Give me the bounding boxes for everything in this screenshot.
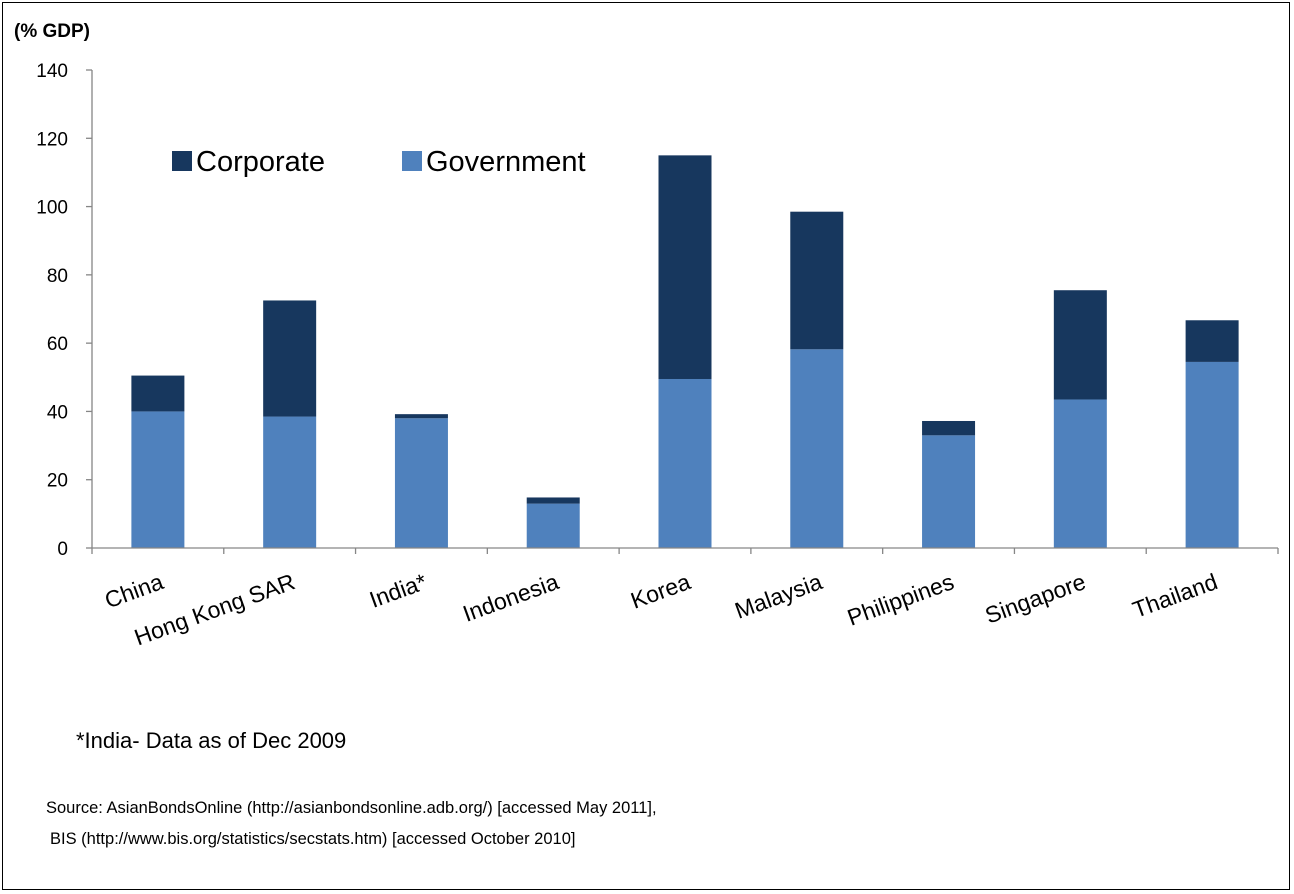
y-tick-label: 100 bbox=[36, 198, 68, 219]
legend-swatch bbox=[172, 151, 192, 171]
bar-corporate bbox=[790, 211, 844, 350]
x-category-label: Malaysia bbox=[731, 568, 825, 624]
y-tick-label: 0 bbox=[57, 539, 68, 560]
y-unit-label: (% GDP) bbox=[14, 21, 90, 42]
legend-swatch bbox=[402, 151, 422, 171]
source-line-1: Source: AsianBondsOnline (http://asianbo… bbox=[46, 799, 657, 817]
y-tick-label: 80 bbox=[47, 266, 68, 287]
bar-government bbox=[790, 349, 844, 548]
source-line-2: BIS (http://www.bis.org/statistics/secst… bbox=[50, 830, 576, 848]
bar-corporate bbox=[526, 497, 580, 504]
bar-corporate bbox=[922, 420, 976, 436]
y-tick-label: 120 bbox=[36, 129, 68, 150]
bar-corporate bbox=[1053, 290, 1107, 400]
bar-government bbox=[131, 411, 185, 548]
bar-government bbox=[922, 435, 976, 548]
x-category-label: Thailand bbox=[1129, 568, 1221, 623]
x-category-label: Indonesia bbox=[459, 568, 562, 627]
legend: Corporate Government bbox=[172, 146, 586, 178]
legend-label: Government bbox=[426, 146, 586, 178]
bar-government bbox=[1185, 361, 1239, 548]
y-tick-label: 40 bbox=[47, 402, 68, 423]
y-tick-label: 20 bbox=[47, 471, 68, 492]
legend-label: Corporate bbox=[196, 146, 325, 178]
footnote: *India- Data as of Dec 2009 bbox=[76, 728, 347, 753]
bar-corporate bbox=[131, 375, 185, 412]
bar-corporate bbox=[1185, 320, 1239, 362]
bar-corporate bbox=[394, 414, 448, 419]
x-category-label: Korea bbox=[627, 568, 694, 613]
x-category-label: Philippines bbox=[844, 568, 957, 630]
x-category-label: Singapore bbox=[982, 568, 1089, 628]
bars bbox=[131, 155, 1239, 548]
bar-government bbox=[263, 416, 317, 548]
y-tick-label: 60 bbox=[47, 334, 68, 355]
x-category-label: China bbox=[101, 568, 167, 613]
bar-corporate bbox=[263, 300, 317, 417]
bar-government bbox=[1053, 399, 1107, 548]
bar-government bbox=[526, 503, 580, 548]
bar-government bbox=[658, 378, 712, 548]
bar-government bbox=[394, 418, 448, 548]
y-tick-label: 140 bbox=[36, 61, 68, 82]
x-axis-ticks bbox=[91, 548, 1279, 554]
x-category-label: India* bbox=[366, 568, 430, 613]
bar-corporate bbox=[658, 155, 712, 379]
y-axis-ticks: 0 20 40 60 80 100 120 140 bbox=[36, 61, 92, 560]
